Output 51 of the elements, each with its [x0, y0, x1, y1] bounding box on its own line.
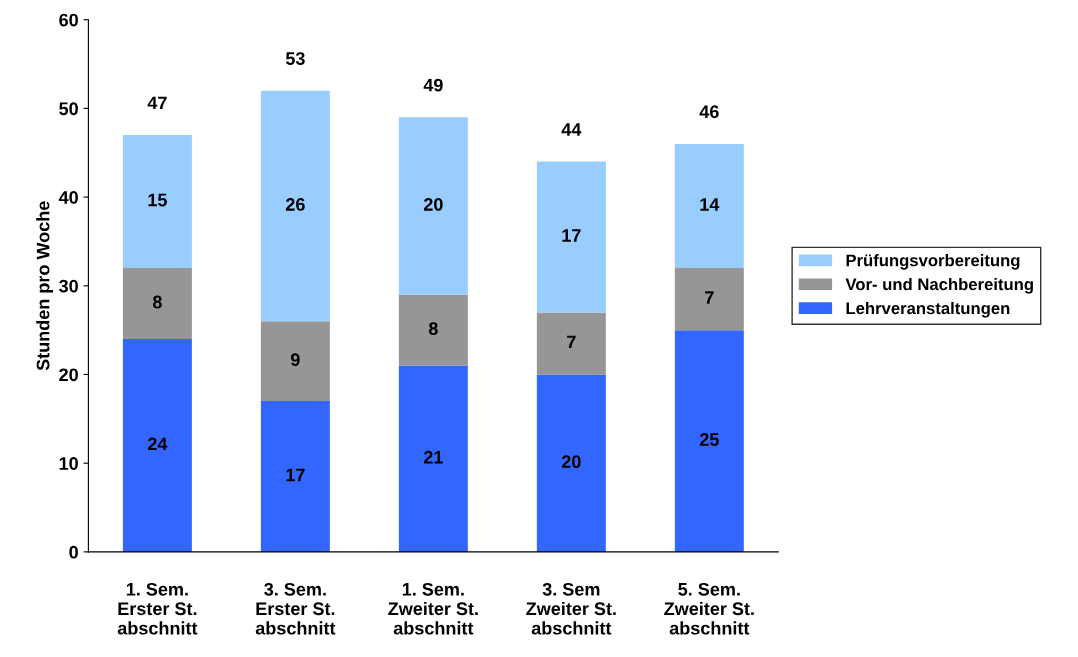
- data-label: 26: [285, 198, 305, 211]
- bar: [674, 330, 744, 552]
- data-label: 21: [423, 450, 443, 464]
- bar: [536, 374, 606, 552]
- y-tick-label: 40: [58, 191, 78, 204]
- bar: [398, 117, 468, 295]
- bar: [398, 365, 468, 552]
- bar: [674, 268, 744, 331]
- x-tick-label: 3. Sem. Erster St. abschnitt: [255, 582, 336, 635]
- y-tick-label: 30: [59, 279, 78, 293]
- data-label: 17: [562, 229, 581, 242]
- bar: [122, 268, 192, 340]
- data-label: 20: [561, 455, 581, 469]
- y-tick-label: 10: [59, 457, 78, 470]
- data-label: 8: [152, 295, 162, 309]
- data-label: 17: [286, 468, 305, 482]
- bar: [536, 161, 606, 313]
- total-label: 44: [561, 123, 582, 136]
- bar: [260, 90, 330, 322]
- data-label: 15: [148, 193, 167, 207]
- x-tick-label: 1. Sem. Zweiter St. abschnitt: [388, 582, 478, 635]
- x-tick-label: 5. Sem. Zweiter St. abschnitt: [664, 582, 754, 635]
- legend-label: Prüfungsvorbereitung: [846, 254, 1020, 270]
- data-label: 24: [147, 437, 168, 451]
- total-label: 53: [285, 52, 305, 65]
- bar: [536, 312, 606, 375]
- y-tick-label: 50: [59, 102, 78, 116]
- x-tick-label: 3. Sem Zweiter St. abschnitt: [526, 582, 616, 635]
- x-tick-label: 1. Sem. Erster St. abschnitt: [117, 582, 198, 635]
- data-label: 25: [699, 433, 719, 446]
- legend-label: Lehrveranstaltungen: [846, 301, 1010, 318]
- bar: [260, 401, 330, 552]
- data-label: 8: [428, 322, 438, 335]
- total-label: 47: [147, 96, 167, 110]
- data-label: 14: [700, 198, 720, 211]
- data-label: 9: [290, 353, 300, 367]
- y-axis-title: Stunden pro Woche: [36, 201, 54, 371]
- bar: [398, 294, 468, 366]
- bar: [674, 143, 744, 269]
- y-tick-label: 60: [59, 13, 78, 27]
- bar: [260, 321, 330, 402]
- total-label: 46: [699, 105, 719, 119]
- data-label: 7: [567, 335, 576, 349]
- y-tick-label: 0: [69, 545, 78, 559]
- y-tick-label: 20: [59, 368, 78, 382]
- data-label: 20: [423, 198, 443, 211]
- data-label: 7: [705, 291, 714, 304]
- legend-label: Vor- und Nachbereitung: [845, 277, 1033, 294]
- bar: [122, 135, 192, 269]
- bar: [122, 339, 192, 552]
- total-label: 49: [423, 78, 443, 92]
